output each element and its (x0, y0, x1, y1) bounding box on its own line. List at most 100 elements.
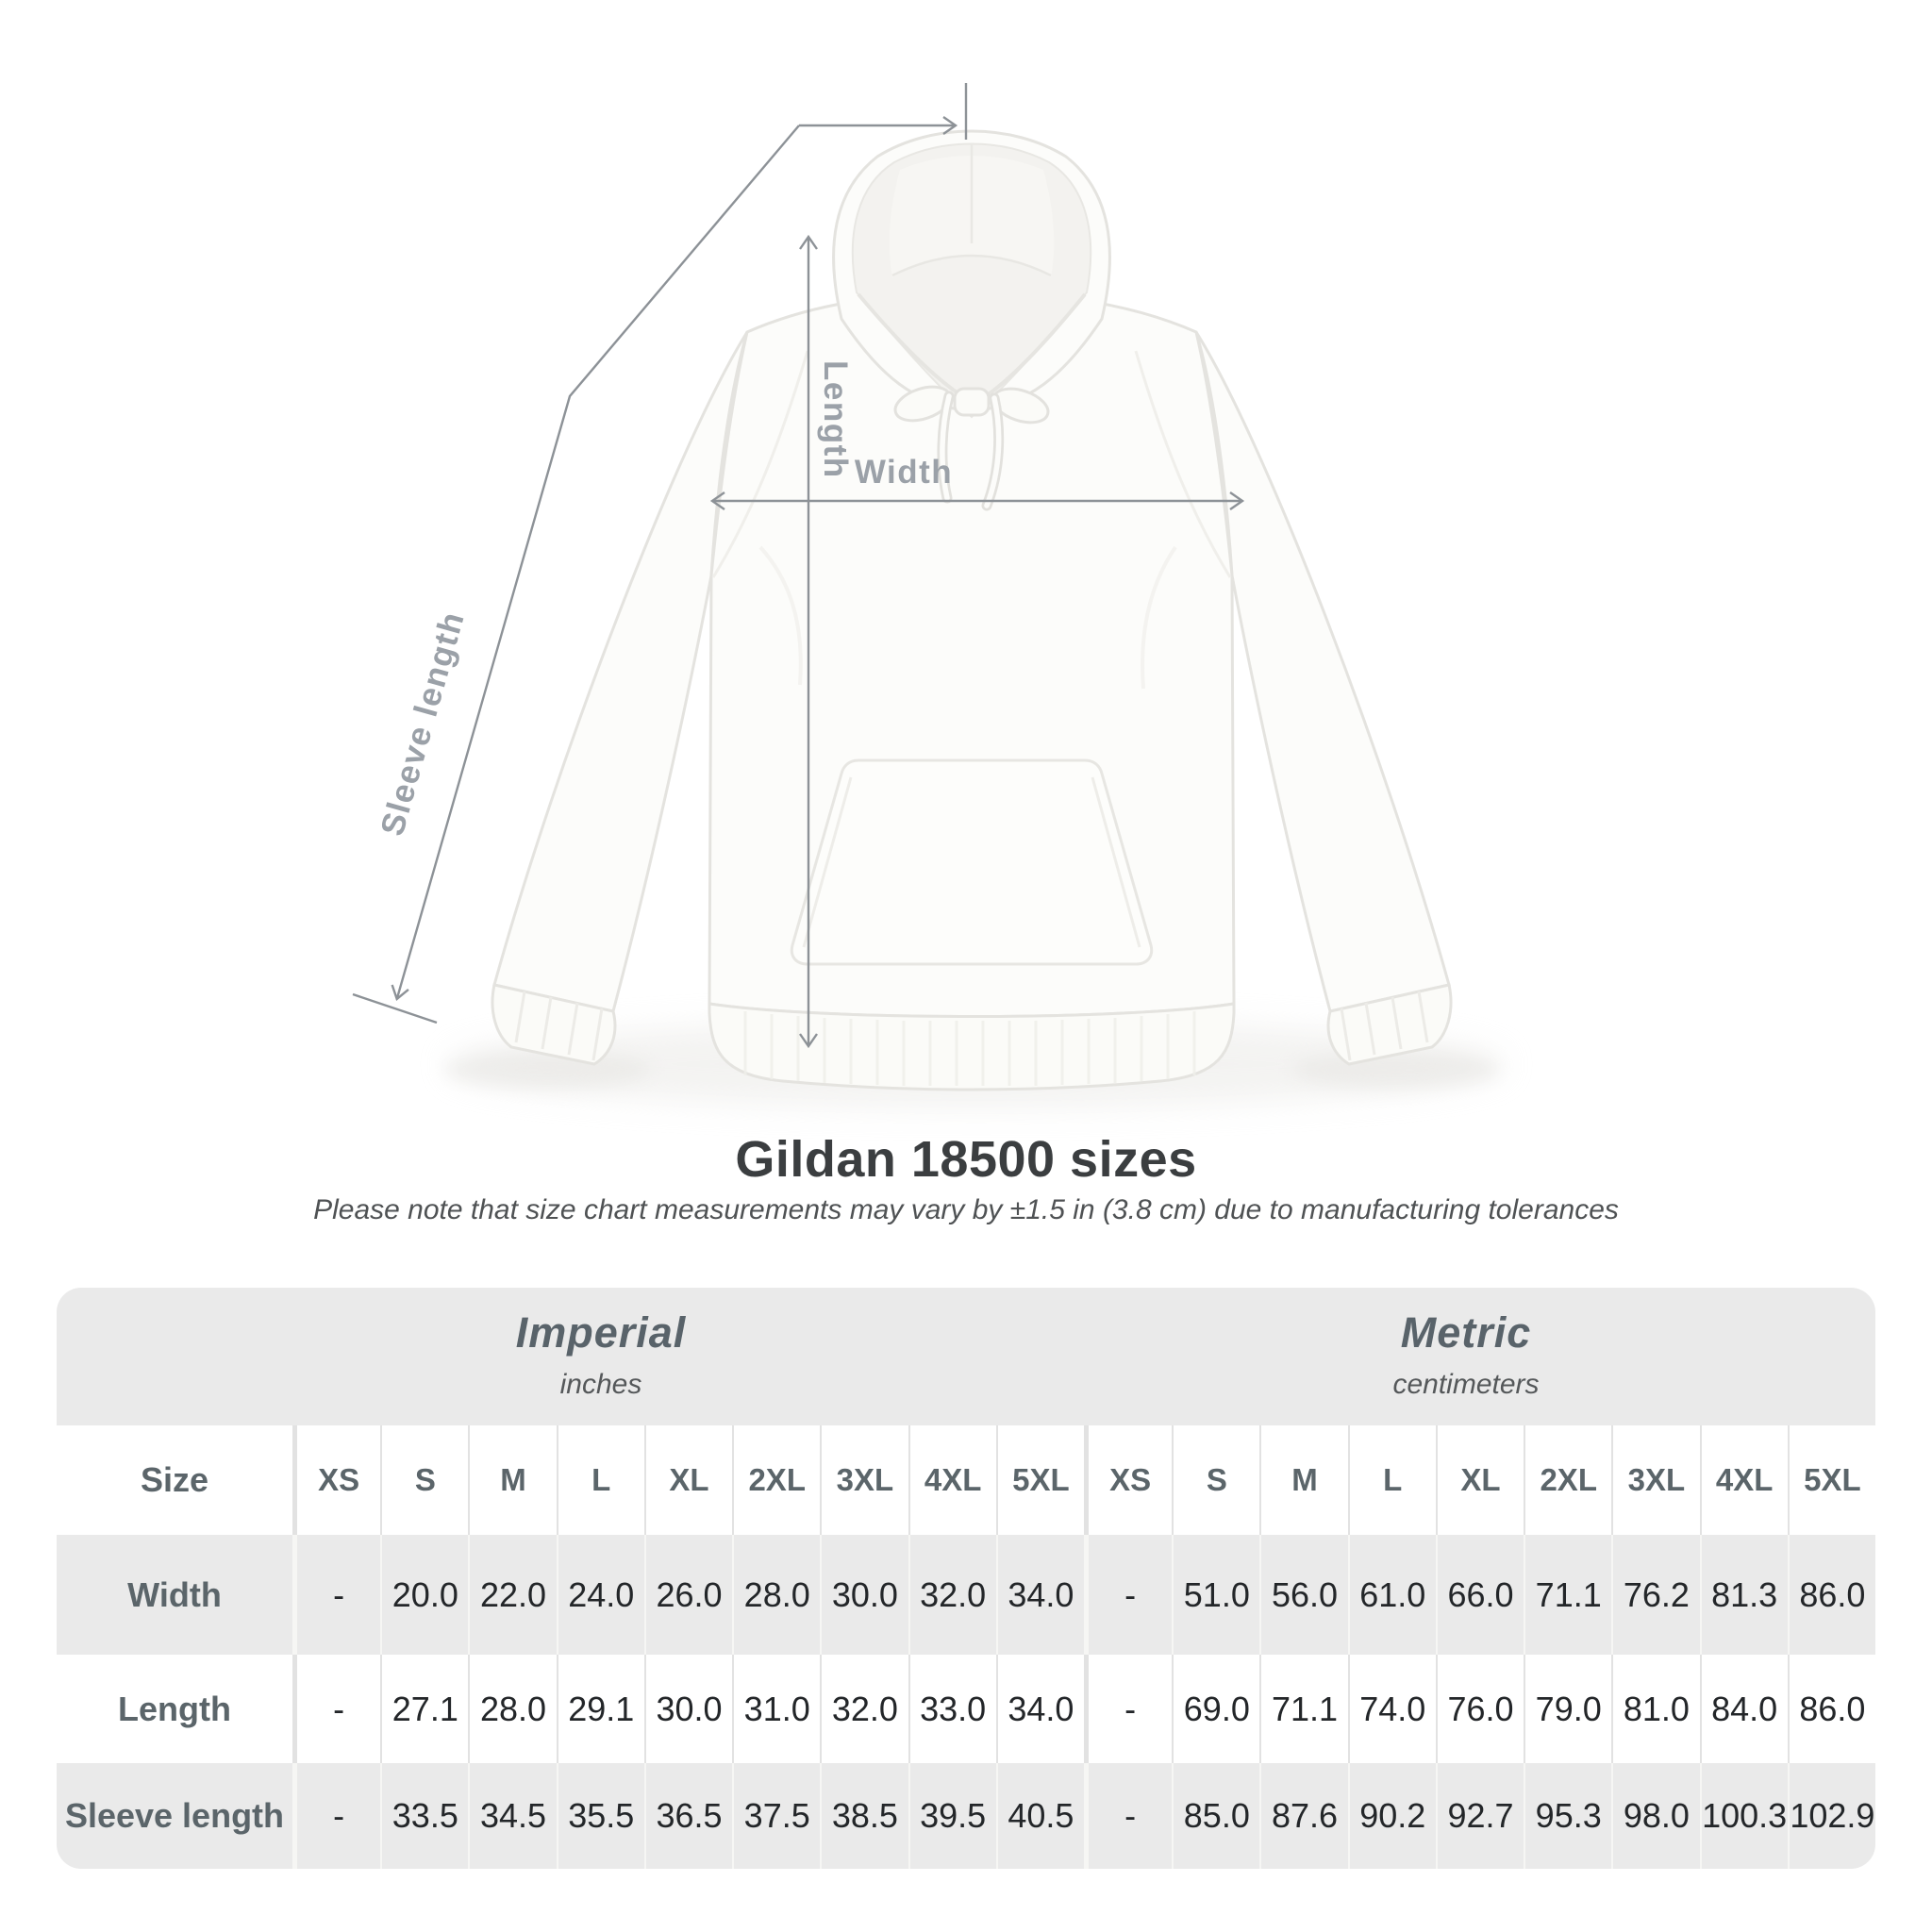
sleeve-metric-l: 90.2 (1347, 1763, 1436, 1869)
sleeve-length-row: Sleeve length - 33.5 34.5 35.5 36.5 37.5… (57, 1763, 1875, 1869)
length-metric-3xl: 81.0 (1611, 1655, 1699, 1763)
length-imperial-4xl: 33.0 (908, 1655, 996, 1763)
length-imperial-5xl: 34.0 (995, 1655, 1084, 1763)
length-metric-m: 71.1 (1259, 1655, 1347, 1763)
length-imperial-xl: 30.0 (643, 1655, 732, 1763)
length-metric-xl: 76.0 (1435, 1655, 1524, 1763)
size-header-metric-3xl: 3XL (1611, 1425, 1699, 1535)
size-table: Imperial inches Metric centimeters Size … (57, 1288, 1875, 1869)
sleeve-imperial-4xl: 39.5 (908, 1763, 996, 1869)
length-metric-2xl: 79.0 (1524, 1655, 1611, 1763)
collar-v-seams (857, 292, 1087, 400)
hood-neck-seam (891, 254, 1052, 277)
unit-group-band: Imperial inches Metric centimeters (57, 1288, 1875, 1425)
hoodie-measurement-diagram: Width Length Sleeve length (352, 83, 1505, 1108)
length-measure-label: Length (817, 360, 854, 479)
width-metric-4xl: 81.3 (1699, 1535, 1788, 1655)
hoodie-left-sleeve (492, 331, 749, 1013)
size-header-metric-xl: XL (1435, 1425, 1524, 1535)
metric-group-title: Metric (1400, 1308, 1532, 1357)
row-label-sleeve-length: Sleeve length (64, 1796, 285, 1835)
sleeve-metric-2xl: 95.3 (1524, 1763, 1611, 1869)
size-header-imperial-l: L (556, 1425, 644, 1535)
page-title: Gildan 18500 sizes (735, 1131, 1197, 1188)
armhole-seams (711, 350, 1232, 578)
width-imperial-xs: - (292, 1535, 380, 1655)
width-imperial-l: 24.0 (556, 1535, 644, 1655)
drawstring-knot (953, 387, 991, 417)
sleeve-imperial-2xl: 37.5 (732, 1763, 820, 1869)
sleeve-measure-diagonal (391, 125, 800, 1001)
imperial-group-header: Imperial inches (516, 1308, 687, 1401)
size-header-imperial-4xl: 4XL (908, 1425, 996, 1535)
width-metric-3xl: 76.2 (1611, 1535, 1699, 1655)
width-imperial-3xl: 30.0 (820, 1535, 908, 1655)
hoodie-right-sleeve (1194, 331, 1451, 1013)
size-header-metric-4xl: 4XL (1699, 1425, 1788, 1535)
length-imperial-xs: - (292, 1655, 380, 1763)
width-metric-s: 51.0 (1172, 1535, 1259, 1655)
width-measure-label: Width (855, 454, 953, 491)
imperial-group-title: Imperial (515, 1308, 687, 1357)
size-header-metric-m: M (1259, 1425, 1347, 1535)
size-column-header: Size (140, 1460, 209, 1499)
width-imperial-4xl: 32.0 (908, 1535, 996, 1655)
width-imperial-2xl: 28.0 (732, 1535, 820, 1655)
sleeve-metric-s: 85.0 (1172, 1763, 1259, 1869)
size-header-imperial-2xl: 2XL (732, 1425, 820, 1535)
drawstring-left-cord (940, 393, 952, 501)
sleeve-length-measure-label: Sleeve length (374, 608, 472, 841)
width-imperial-xl: 26.0 (643, 1535, 732, 1655)
length-imperial-l: 29.1 (556, 1655, 644, 1763)
size-header-metric-5xl: 5XL (1787, 1425, 1875, 1535)
width-row: Width - 20.0 22.0 24.0 26.0 28.0 30.0 32… (57, 1535, 1875, 1655)
size-header-imperial-m: M (468, 1425, 556, 1535)
length-imperial-s: 27.1 (380, 1655, 468, 1763)
hoodie-pocket (790, 758, 1154, 966)
size-header-metric-xs: XS (1083, 1425, 1172, 1535)
size-header-imperial-3xl: 3XL (820, 1425, 908, 1535)
imperial-group-unit: inches (559, 1369, 642, 1400)
sleeve-imperial-xl: 36.5 (643, 1763, 732, 1869)
sleeve-imperial-m: 34.5 (468, 1763, 556, 1869)
hoodie-hem-band (708, 1002, 1236, 1091)
width-metric-xl: 66.0 (1435, 1535, 1524, 1655)
sleeve-metric-3xl: 98.0 (1611, 1763, 1699, 1869)
table-header-row: Size XS S M L XL 2XL 3XL 4XL 5XL XS S M … (57, 1425, 1875, 1535)
tolerance-note: Please note that size chart measurements… (313, 1194, 1619, 1225)
size-header-imperial-xl: XL (643, 1425, 732, 1535)
width-metric-5xl: 86.0 (1787, 1535, 1875, 1655)
metric-group-header: Metric centimeters (1392, 1308, 1539, 1401)
measure-annotations (352, 83, 1245, 1049)
length-row: Length - 27.1 28.0 29.1 30.0 31.0 32.0 3… (57, 1655, 1875, 1763)
metric-group-unit: centimeters (1392, 1369, 1540, 1400)
sleeve-metric-xl: 92.7 (1435, 1763, 1524, 1869)
length-metric-5xl: 86.0 (1787, 1655, 1875, 1763)
size-header-metric-l: L (1347, 1425, 1436, 1535)
left-cuff-ribbing (514, 991, 604, 1061)
length-imperial-2xl: 31.0 (732, 1655, 820, 1763)
width-metric-2xl: 71.1 (1524, 1535, 1611, 1655)
hem-ribbing (743, 1011, 1196, 1086)
length-metric-4xl: 84.0 (1699, 1655, 1788, 1763)
sleeve-metric-5xl: 102.9 (1787, 1763, 1875, 1869)
width-imperial-m: 22.0 (468, 1535, 556, 1655)
sleeve-imperial-3xl: 38.5 (820, 1763, 908, 1869)
right-cuff-shadow (1292, 1051, 1500, 1089)
length-metric-xs: - (1083, 1655, 1172, 1763)
width-imperial-5xl: 34.0 (995, 1535, 1084, 1655)
size-header-imperial-5xl: 5XL (995, 1425, 1084, 1535)
right-cuff-ribbing (1340, 991, 1429, 1061)
sleeve-metric-4xl: 100.3 (1699, 1763, 1788, 1869)
size-header-metric-s: S (1172, 1425, 1259, 1535)
size-header-metric-2xl: 2XL (1524, 1425, 1611, 1535)
sleeve-imperial-s: 33.5 (380, 1763, 468, 1869)
width-metric-m: 56.0 (1259, 1535, 1347, 1655)
width-imperial-s: 20.0 (380, 1535, 468, 1655)
sleeve-measure-bottom-tick (352, 992, 438, 1024)
sleeve-imperial-xs: - (292, 1763, 380, 1869)
width-metric-l: 61.0 (1347, 1535, 1436, 1655)
size-header-imperial-xs: XS (292, 1425, 380, 1535)
length-metric-l: 74.0 (1347, 1655, 1436, 1763)
